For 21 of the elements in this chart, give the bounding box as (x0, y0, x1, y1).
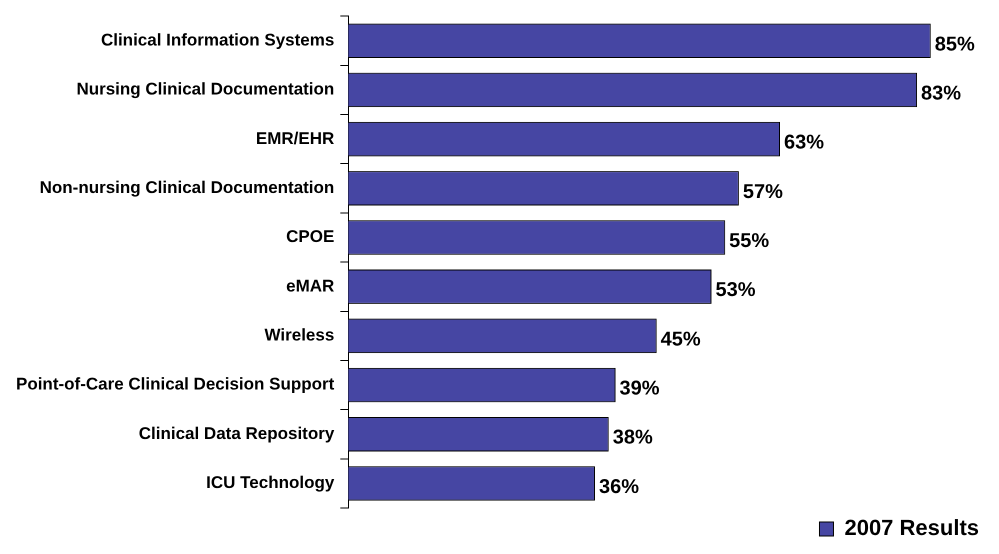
data-label: 36% (598, 476, 640, 498)
y-tick-label: Nursing Clinical Documentation (76, 80, 334, 99)
data-label: 85% (934, 33, 975, 56)
data-label: 53% (715, 279, 756, 302)
data-label: 57% (742, 180, 784, 203)
y-tick-label: CPOE (286, 227, 334, 246)
y-tick-label: Point-of-Care Clinical Decision Support (16, 374, 335, 394)
y-tick-label: Clinical Information Systems (100, 30, 334, 50)
y-tick-label: Non-nursing Clinical Documentation (40, 178, 334, 198)
data-label: 55% (729, 230, 770, 252)
legend-label: 2007 Results (844, 515, 980, 540)
data-label: 45% (660, 328, 701, 350)
y-tick-label: Clinical Data Repository (138, 424, 335, 443)
y-tick-label: ICU Technology (206, 473, 335, 492)
y-tick-label: EMR/EHR (256, 128, 334, 148)
y-tick-label: eMAR (286, 276, 334, 296)
data-label: 83% (921, 82, 962, 104)
data-label: 38% (612, 426, 653, 449)
data-label: 63% (784, 132, 824, 154)
data-label: 39% (620, 378, 660, 400)
y-tick-label: Wireless (264, 326, 334, 345)
